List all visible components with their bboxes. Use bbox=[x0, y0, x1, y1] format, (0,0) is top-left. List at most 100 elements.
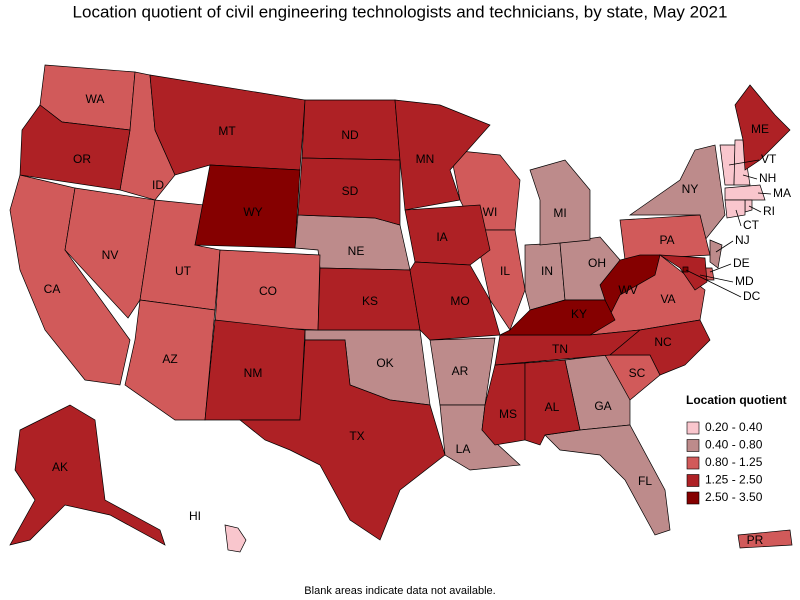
state bbox=[619, 214, 711, 261]
state-label: OR bbox=[73, 152, 91, 166]
legend-title: Location quotient bbox=[686, 393, 787, 407]
state-label: NH bbox=[759, 171, 776, 185]
leader-line bbox=[699, 274, 734, 283]
state bbox=[297, 157, 401, 226]
state-label: WV bbox=[618, 283, 637, 297]
legend-swatch bbox=[686, 474, 700, 487]
legend: 0.20 - 0.40 0.40 - 0.80 0.80 - 1.25 1.25 - … bbox=[686, 420, 763, 505]
states bbox=[9, 64, 793, 553]
legend-label: 2.50 - 3.50 bbox=[705, 490, 763, 504]
state-label: NE bbox=[348, 244, 365, 258]
state-label: WY bbox=[243, 205, 262, 219]
state bbox=[544, 424, 671, 536]
state-label: AL bbox=[545, 400, 560, 414]
state bbox=[682, 266, 689, 273]
state bbox=[609, 319, 711, 376]
state-label: MI bbox=[553, 206, 566, 220]
leader-line bbox=[757, 192, 772, 195]
state-label: OH bbox=[588, 256, 606, 270]
state-label: MO bbox=[450, 294, 469, 308]
state-label: DC bbox=[743, 289, 761, 303]
state bbox=[124, 299, 216, 421]
legend-swatch bbox=[686, 421, 700, 435]
note: Blank areas indicate data not available. bbox=[304, 585, 495, 597]
state bbox=[734, 84, 791, 171]
state bbox=[194, 164, 301, 249]
state-label: DE bbox=[733, 256, 750, 270]
state-label: KY bbox=[571, 307, 587, 321]
legend-label: 0.20 - 0.40 bbox=[705, 420, 763, 434]
legend-swatch bbox=[686, 439, 700, 452]
state-label: MA bbox=[773, 186, 791, 200]
state-label: WA bbox=[86, 92, 105, 106]
state-label: VT bbox=[761, 152, 777, 166]
state bbox=[394, 99, 491, 211]
state bbox=[64, 187, 156, 319]
state bbox=[9, 404, 166, 546]
state bbox=[404, 204, 491, 266]
state bbox=[224, 524, 247, 553]
state-label: MS bbox=[499, 407, 517, 421]
state bbox=[499, 299, 616, 336]
state-label: AR bbox=[452, 364, 469, 378]
state-label: VA bbox=[660, 292, 675, 306]
state-label: NC bbox=[654, 335, 672, 349]
state-label: NJ bbox=[735, 233, 750, 247]
state bbox=[409, 261, 501, 341]
state-label: NY bbox=[682, 182, 699, 196]
state-label: OK bbox=[376, 356, 393, 370]
state bbox=[524, 359, 581, 446]
state-label: IN bbox=[541, 264, 553, 278]
state-label: HI bbox=[189, 509, 201, 523]
state-label: UT bbox=[175, 264, 192, 278]
leader-line bbox=[728, 159, 760, 166]
legend-swatch bbox=[686, 456, 700, 470]
state bbox=[529, 159, 591, 246]
state-label: TN bbox=[552, 342, 568, 356]
state-label: FL bbox=[638, 474, 652, 488]
state-label: PA bbox=[659, 233, 674, 247]
state bbox=[658, 254, 708, 291]
state-label: AK bbox=[52, 460, 68, 474]
leader-line bbox=[748, 205, 762, 213]
legend-label: 1.25 - 2.50 bbox=[705, 473, 763, 487]
state-label: MT bbox=[218, 124, 236, 138]
state-label: IA bbox=[436, 230, 447, 244]
state-label: ME bbox=[751, 122, 769, 136]
state-label: CA bbox=[44, 282, 61, 296]
state-label: TX bbox=[349, 429, 364, 443]
leader-line bbox=[735, 209, 742, 227]
leader-line bbox=[685, 269, 742, 298]
state-label: KS bbox=[362, 294, 378, 308]
state bbox=[239, 339, 446, 541]
state-label: SC bbox=[629, 366, 646, 380]
state bbox=[709, 239, 723, 269]
state-label: SD bbox=[342, 184, 359, 198]
state bbox=[474, 229, 526, 331]
state-label: WI bbox=[483, 205, 498, 219]
state-label: PR bbox=[747, 533, 764, 547]
state bbox=[744, 199, 753, 213]
state-label: NV bbox=[102, 248, 119, 262]
state bbox=[719, 144, 736, 186]
map-title: Location quotient of civil engineering t… bbox=[73, 2, 728, 21]
leader-line bbox=[742, 174, 758, 180]
legend-label: 0.80 - 1.25 bbox=[705, 455, 763, 469]
leader-line bbox=[709, 263, 732, 273]
state bbox=[19, 104, 131, 191]
state-label: RI bbox=[763, 204, 775, 218]
state-label: LA bbox=[456, 442, 471, 456]
state-label: MN bbox=[416, 152, 435, 166]
legend-label: 0.40 - 0.80 bbox=[705, 438, 763, 452]
state bbox=[724, 199, 746, 219]
state-label: ID bbox=[152, 178, 164, 192]
state-label: MD bbox=[735, 274, 754, 288]
leader-line bbox=[715, 240, 734, 253]
legend-swatch bbox=[686, 491, 700, 505]
state-label: GA bbox=[594, 399, 611, 413]
state-label: ND bbox=[341, 128, 359, 142]
state bbox=[737, 529, 793, 549]
state bbox=[724, 184, 766, 201]
